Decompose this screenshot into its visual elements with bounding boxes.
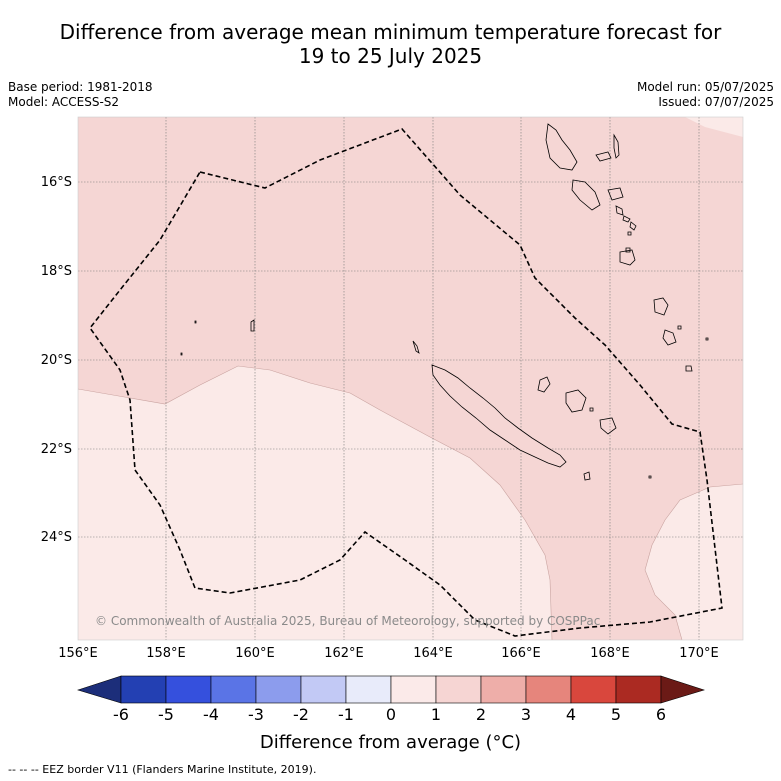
island-tiga bbox=[589, 407, 594, 412]
anomaly-band-0-to-1-southeast bbox=[645, 484, 743, 640]
map-area bbox=[78, 117, 743, 640]
island-walpole bbox=[648, 475, 652, 479]
colorbar-tick: 6 bbox=[655, 705, 667, 724]
model-run: Model run: 05/07/2025 bbox=[636, 80, 774, 94]
map-title: Difference from average mean minimum tem… bbox=[0, 20, 781, 68]
island-espiritu-santo bbox=[545, 123, 578, 171]
island-small-2 bbox=[677, 325, 682, 330]
island-small-west-2 bbox=[180, 352, 183, 356]
colorbar-tick: -3 bbox=[248, 705, 264, 724]
issued-date: Issued: 07/07/2025 bbox=[658, 95, 774, 109]
colorbar-tick: -5 bbox=[158, 705, 174, 724]
colorbar-segment bbox=[76, 675, 122, 704]
colorbar-tick: 4 bbox=[565, 705, 577, 724]
island-matthew bbox=[685, 365, 693, 372]
island-mare bbox=[599, 417, 617, 435]
island-small-1 bbox=[627, 231, 632, 236]
island-new-caledonia bbox=[431, 364, 567, 468]
lat-label-24s: 24°S bbox=[40, 530, 72, 545]
colorbar-segment bbox=[525, 675, 572, 704]
colorbar-tick: 3 bbox=[520, 705, 532, 724]
island-lifou bbox=[565, 389, 587, 413]
lon-label-170e: 170°E bbox=[679, 646, 719, 661]
lon-label-168e: 168°E bbox=[590, 646, 630, 661]
colorbar-segment bbox=[570, 675, 617, 704]
anomaly-band-0-to-1-northeast bbox=[685, 117, 743, 137]
island-ambae bbox=[595, 151, 612, 162]
lat-label-18s: 18°S bbox=[40, 264, 72, 279]
anomaly-band-0-to-1-southwest bbox=[78, 366, 552, 640]
colorbar-segment bbox=[165, 675, 212, 704]
island-efate bbox=[629, 221, 637, 231]
colorbar-segment bbox=[255, 675, 302, 704]
lat-label-16s: 16°S bbox=[40, 175, 72, 190]
island-belep bbox=[412, 340, 420, 354]
map-frame bbox=[77, 116, 744, 641]
colorbar-label: Difference from average (°C) bbox=[259, 732, 522, 753]
island-isle-of-pines bbox=[583, 471, 591, 481]
eez-footnote: -- -- -- EEZ border V11 (Flanders Marine… bbox=[8, 763, 317, 776]
island-hunter bbox=[662, 329, 677, 346]
contour-line bbox=[78, 365, 553, 640]
lat-label-22s: 22°S bbox=[40, 442, 72, 457]
island-chesterfield bbox=[250, 319, 255, 332]
colorbar bbox=[76, 675, 706, 704]
island-malakula bbox=[571, 179, 601, 211]
island-small-3 bbox=[705, 337, 709, 341]
colorbar-segment bbox=[390, 675, 437, 704]
colorbar-tick: 5 bbox=[610, 705, 622, 724]
island-aneityum bbox=[653, 297, 669, 316]
island-epi bbox=[615, 205, 624, 216]
colorbar-tick: -4 bbox=[203, 705, 219, 724]
lat-label-20s: 20°S bbox=[40, 353, 72, 368]
lon-label-164e: 164°E bbox=[413, 646, 453, 661]
colorbar-tick: 1 bbox=[430, 705, 442, 724]
lon-label-162e: 162°E bbox=[324, 646, 364, 661]
colorbar-segment bbox=[435, 675, 482, 704]
lon-label-166e: 166°E bbox=[501, 646, 541, 661]
lon-label-156e: 156°E bbox=[58, 646, 98, 661]
model-name: Model: ACCESS-S2 bbox=[8, 95, 120, 109]
colorbar-tick: 2 bbox=[475, 705, 487, 724]
colorbar-segment bbox=[210, 675, 257, 704]
island-maewo bbox=[613, 133, 620, 159]
eez-border bbox=[88, 128, 723, 637]
island-shepherd bbox=[622, 215, 631, 223]
meta-left: Base period: 1981-2018 Model: ACCESS-S2 bbox=[8, 80, 153, 110]
colorbar-tick: -1 bbox=[338, 705, 354, 724]
island-small-west-1 bbox=[194, 320, 197, 324]
lon-label-160e: 160°E bbox=[235, 646, 275, 661]
island-ouvea bbox=[537, 376, 551, 393]
island-pentecost bbox=[607, 187, 624, 201]
copyright-text: © Commonwealth of Australia 2025, Bureau… bbox=[95, 614, 601, 628]
graticule bbox=[78, 117, 743, 640]
meta-right: Model run: 05/07/2025 Issued: 07/07/2025 bbox=[637, 80, 774, 110]
colorbar-tick: -6 bbox=[113, 705, 129, 724]
colorbar-tick: 0 bbox=[385, 705, 397, 724]
colorbar-segment bbox=[345, 675, 392, 704]
island-tanna bbox=[619, 249, 636, 266]
lon-label-158e: 158°E bbox=[146, 646, 186, 661]
colorbar-segment bbox=[300, 675, 347, 704]
contour-line bbox=[644, 483, 743, 640]
colorbar-segment bbox=[615, 675, 662, 704]
title-line-2: 19 to 25 July 2025 bbox=[298, 44, 483, 68]
colorbar-segment bbox=[660, 675, 706, 704]
title-line-1: Difference from average mean minimum tem… bbox=[59, 20, 722, 44]
colorbar-segment bbox=[480, 675, 527, 704]
colorbar-tick: -2 bbox=[293, 705, 309, 724]
colorbar-segment bbox=[120, 675, 167, 704]
base-period: Base period: 1981-2018 bbox=[8, 80, 153, 94]
